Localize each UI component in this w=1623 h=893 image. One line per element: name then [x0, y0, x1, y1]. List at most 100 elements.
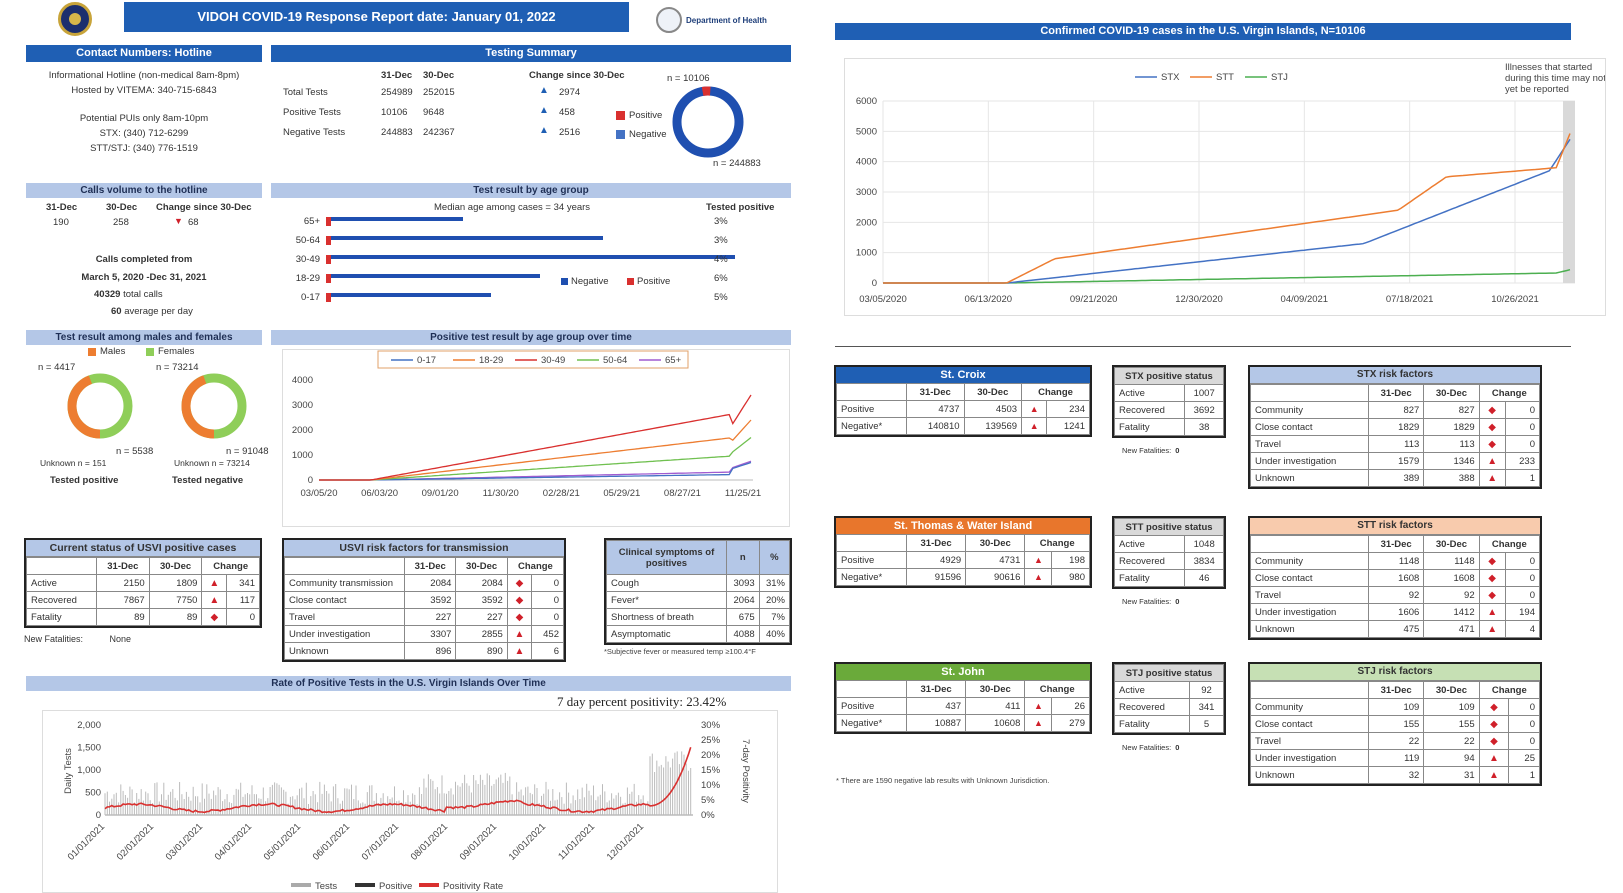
- age-legend-pos: Positive: [637, 276, 671, 287]
- table-row: Unknown 389 388 ▲ 1: [1250, 469, 1541, 487]
- table-row: Under investigation 119 94 ▲ 25: [1250, 749, 1540, 767]
- testing-header: Testing Summary: [271, 45, 791, 62]
- status-label: Fatality: [1113, 569, 1186, 587]
- symptom-label: Asymptomatic: [606, 625, 727, 643]
- status-label: Fatality: [1113, 715, 1191, 733]
- age-positive-pct: 3%: [714, 216, 728, 227]
- new-fatalities-label: New Fatalities:: [1122, 446, 1172, 455]
- row-label: Negative*: [836, 568, 907, 586]
- risk-change: 233: [1504, 452, 1541, 470]
- risk-change: 0: [1504, 435, 1541, 453]
- males-swatch: [88, 348, 96, 356]
- table-row: Positive 4737 4503 ▲ 234: [836, 400, 1090, 418]
- table-header-col: Change: [1021, 383, 1090, 401]
- legend-label: Tests: [315, 881, 337, 892]
- up-triangle-icon: ▲: [539, 105, 549, 116]
- age-time-line-chart: 0-17 18-29 30-49 50-64 65+ 4000 3000 2000 1000 0 0…: [282, 349, 790, 527]
- y2-tick-label: 10%: [701, 780, 721, 791]
- no-change-icon: ◆: [1478, 715, 1510, 733]
- table-header-col: 31-Dec: [1367, 681, 1425, 699]
- risk-value: 22: [1367, 732, 1425, 750]
- calls-total-label: total calls: [123, 289, 163, 300]
- risk-label: Community: [1250, 552, 1369, 570]
- row-value: 139569: [963, 417, 1023, 435]
- status-value: 5: [1189, 715, 1224, 733]
- table-header-col: 31-Dec: [1367, 384, 1425, 402]
- row-change: 980: [1051, 568, 1090, 586]
- row-change: 279: [1051, 714, 1090, 732]
- table-header-col: 30-Dec: [148, 557, 203, 575]
- up-triangle-icon: ▲: [1021, 417, 1048, 435]
- table-row: Recovered 3834: [1113, 552, 1224, 570]
- y-axis-title: Daily Tests: [63, 748, 74, 794]
- table-header-col: 31-Dec: [906, 383, 965, 401]
- no-change-icon: ◆: [201, 608, 228, 626]
- legend-negative-swatch: [616, 130, 625, 139]
- row-value: 89: [96, 608, 150, 626]
- table-row: Community 827 827 ◆ 0: [1250, 401, 1541, 419]
- x-tick-label: 09/21/2020: [1070, 294, 1118, 305]
- age-label: 65+: [303, 216, 320, 227]
- status-value: 3692: [1184, 401, 1224, 419]
- symptom-pct: 40%: [758, 625, 791, 643]
- row-label: Positive: [836, 551, 907, 569]
- risk-label: Travel: [1250, 435, 1369, 453]
- island-status-table: STX positive status Active 1007 Recovered 36…: [1112, 365, 1226, 455]
- risk-label: Close contact: [1250, 715, 1369, 733]
- vi-seal-logo: [58, 2, 92, 36]
- y2-tick-label: 30%: [701, 720, 721, 731]
- risk-value: 92: [1423, 586, 1480, 604]
- row-value: 3307: [403, 625, 457, 643]
- row-value: 2855: [455, 625, 508, 643]
- table-row: Recovered 341: [1113, 698, 1224, 716]
- table-row: Negative* 140810 139569 ▲ 1241: [836, 417, 1090, 435]
- age-positive-bar: [326, 274, 331, 283]
- row-value: 411: [965, 697, 1026, 715]
- symptoms-grid: Clinical symptoms of positives n% Cough 309…: [606, 540, 791, 643]
- status-value: 1007: [1184, 384, 1224, 402]
- reporting-lag-note: Illnesses that started during this time m…: [1505, 62, 1606, 95]
- table-header-col: Change: [1024, 534, 1090, 552]
- row-label: Community transmission: [284, 574, 405, 592]
- table-header-col: 31-Dec: [403, 557, 457, 575]
- symptoms-n-header: n: [726, 540, 760, 575]
- risk-label: Under investigation: [1250, 452, 1369, 470]
- x-tick-label: 11/01/2021: [556, 821, 597, 862]
- x-tick-label: 06/03/20: [361, 488, 398, 499]
- y-tick-label: 2,000: [77, 720, 101, 731]
- table-row: Close contact 3592 3592 ◆ 0: [284, 591, 564, 609]
- row-label: Active: [26, 574, 97, 592]
- risk-value: 109: [1367, 698, 1425, 716]
- tested-positive-caption: Tested positive: [50, 475, 119, 486]
- row-value: 4731: [965, 551, 1026, 569]
- row-value: 4737: [906, 400, 965, 418]
- x-tick-label: 06/13/2020: [965, 294, 1013, 305]
- females-swatch: [146, 348, 154, 356]
- risk-value: 22: [1423, 732, 1480, 750]
- up-triangle-icon: ▲: [1024, 551, 1053, 569]
- age-negative-bar: [331, 236, 603, 240]
- risk-value: 471: [1423, 620, 1480, 638]
- row-value: 7750: [148, 591, 203, 609]
- risk-value: 94: [1423, 749, 1480, 767]
- symptom-label: Fever*: [606, 591, 727, 609]
- positive-sex-donut: [67, 373, 133, 439]
- calls-header: Calls volume to the hotline: [26, 183, 262, 198]
- table-row: Active 1048: [1113, 535, 1224, 553]
- legend-positive-label: Positive: [629, 110, 663, 121]
- risk-value: 1148: [1367, 552, 1425, 570]
- risk-label: Under investigation: [1250, 749, 1369, 767]
- risk-value: 1606: [1367, 603, 1425, 621]
- table-row: Positive 437 411 ▲ 26: [836, 697, 1090, 715]
- x-tick-label: 09/01/2021: [458, 821, 499, 862]
- status-label: Recovered: [1113, 552, 1186, 570]
- row-value: 896: [403, 642, 457, 660]
- status-label: Active: [1113, 535, 1186, 553]
- usvi-risk-grid: 31-Dec 30-Dec Change Community transmission…: [284, 557, 565, 660]
- usvi-status-grid: 31-Dec 30-Dec Change Active 2150 1809 ▲ 341 Reco…: [26, 557, 260, 626]
- calls-val1: 190: [53, 217, 69, 228]
- row-change: 0: [226, 608, 260, 626]
- x-tick-label: 06/01/2021: [311, 821, 352, 862]
- y-tick-label: 500: [85, 788, 101, 799]
- risk-change: 0: [1504, 418, 1541, 436]
